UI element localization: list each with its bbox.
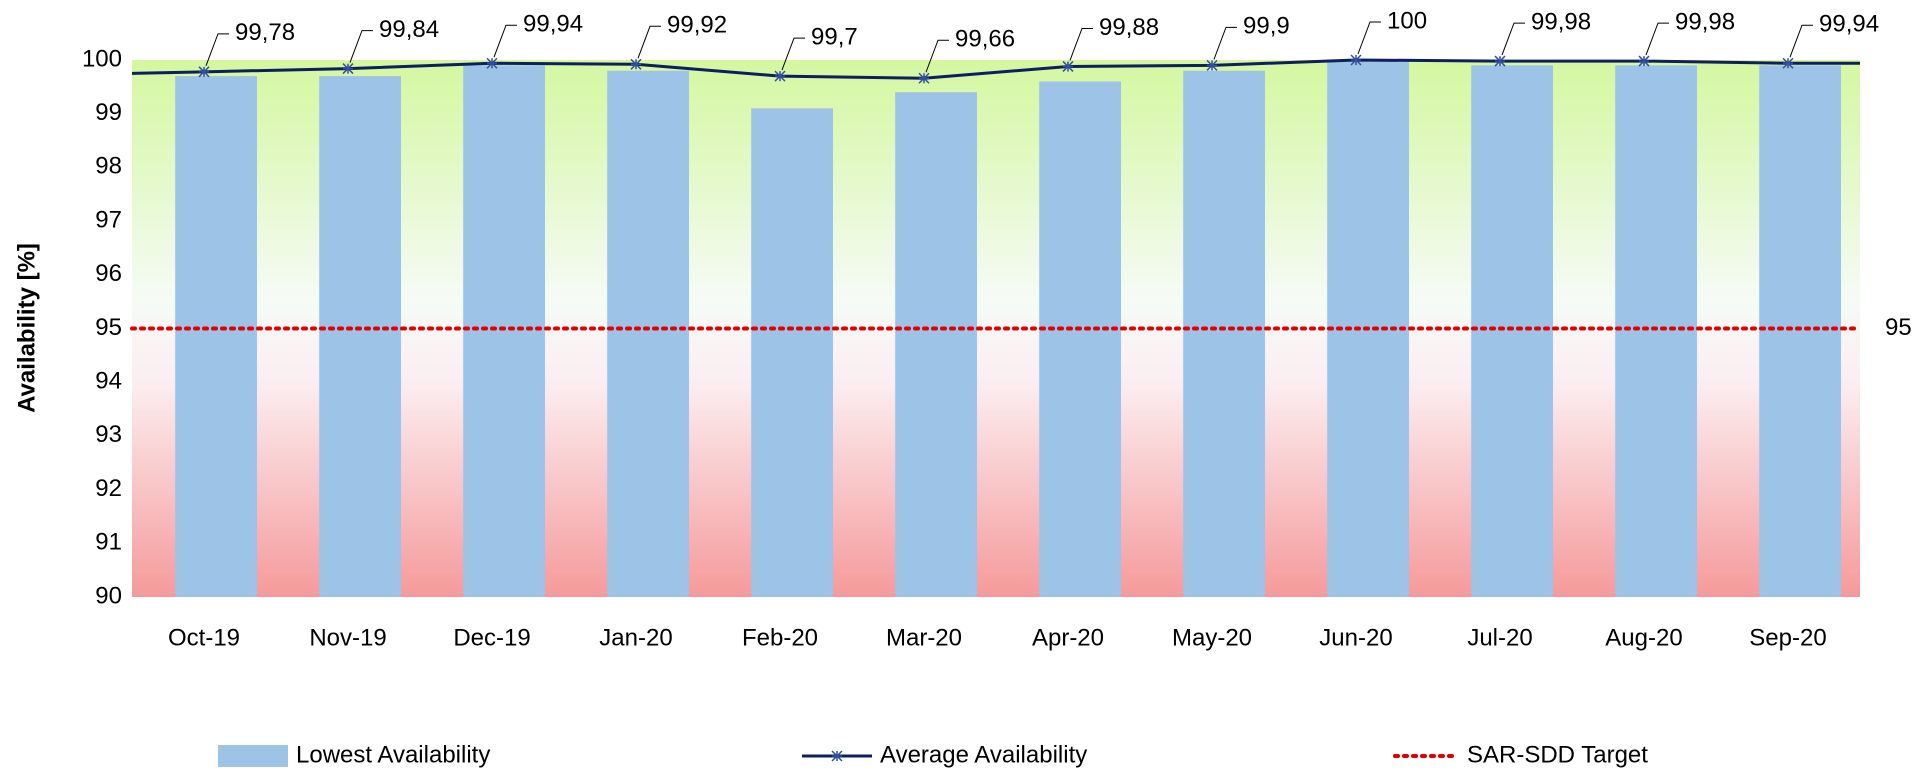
bar	[895, 92, 977, 597]
bar	[751, 108, 833, 597]
x-tick-label: Mar-20	[886, 624, 962, 651]
x-tick-label: Sep-20	[1749, 624, 1826, 651]
label-leader	[1069, 27, 1093, 61]
y-tick-label: 99	[95, 99, 122, 126]
label-leader	[349, 30, 373, 63]
y-tick-label: 93	[95, 421, 122, 448]
y-tick-label: 100	[82, 45, 122, 72]
y-tick-label: 97	[95, 206, 122, 233]
label-leader	[637, 25, 661, 59]
y-tick-label: 96	[95, 260, 122, 287]
bar	[463, 65, 545, 598]
y-tick-label: 90	[95, 582, 122, 609]
bar	[319, 76, 401, 598]
bar	[1039, 81, 1121, 598]
x-tick-label: Jul-20	[1467, 624, 1532, 651]
label-leader	[1645, 22, 1669, 56]
marker	[1638, 55, 1650, 67]
bar	[175, 76, 257, 598]
bar	[1759, 65, 1841, 598]
y-tick-label: 94	[95, 368, 122, 395]
data-label: 100	[1387, 7, 1427, 34]
x-tick-label: Oct-19	[168, 624, 240, 651]
label-leader	[1501, 22, 1525, 56]
data-label: 99,7	[811, 23, 858, 50]
data-label: 99,78	[235, 19, 295, 46]
marker	[630, 58, 642, 70]
data-label: 99,88	[1099, 14, 1159, 41]
label-leader	[205, 33, 229, 66]
x-tick-label: Jun-20	[1319, 624, 1392, 651]
data-label: 99,94	[1819, 11, 1879, 38]
data-label: 99,98	[1531, 8, 1591, 35]
x-tick-label: Jan-20	[599, 624, 672, 651]
x-tick-label: May-20	[1172, 624, 1252, 651]
label-leader	[1789, 24, 1813, 58]
data-label: 99,66	[955, 26, 1015, 53]
legend-label: Average Availability	[880, 741, 1087, 768]
data-label: 99,92	[667, 12, 727, 39]
marker	[342, 63, 354, 75]
y-tick-label: 98	[95, 153, 122, 180]
label-leader	[1357, 21, 1381, 55]
data-label: 99,9	[1243, 13, 1290, 40]
marker	[1782, 57, 1794, 69]
marker	[1350, 54, 1362, 66]
marker	[918, 72, 930, 84]
x-tick-label: Apr-20	[1032, 624, 1104, 651]
legend-label: SAR-SDD Target	[1467, 741, 1648, 768]
y-tick-label: 92	[95, 475, 122, 502]
line	[131, 58, 1860, 80]
label-leader	[781, 37, 805, 71]
data-label: 99,98	[1675, 8, 1735, 35]
data-label: 99,84	[379, 16, 439, 43]
marker	[1062, 60, 1074, 72]
legend-label: Lowest Availability	[296, 741, 490, 768]
label-leader	[493, 24, 517, 58]
bar	[1183, 70, 1265, 598]
marker	[1206, 59, 1218, 71]
legend-marker	[831, 750, 843, 762]
label-leader	[925, 39, 949, 73]
marker	[198, 66, 210, 78]
x-tick-label: Aug-20	[1605, 624, 1682, 651]
y-tick-label: 95	[95, 314, 122, 341]
marker	[486, 57, 498, 69]
y-tick-label: 91	[95, 529, 122, 556]
marker	[1494, 55, 1506, 67]
bar	[1615, 65, 1697, 598]
data-label: 99,94	[523, 11, 583, 38]
bar	[1471, 65, 1553, 598]
x-tick-label: Dec-19	[453, 624, 530, 651]
target-label: 95	[1885, 314, 1912, 341]
marker	[774, 70, 786, 82]
x-tick-label: Nov-19	[309, 624, 386, 651]
label-leader	[1213, 26, 1237, 60]
legend-swatch	[218, 745, 288, 767]
x-tick-label: Feb-20	[742, 624, 818, 651]
y-axis-title: Availability [%]	[13, 243, 40, 413]
bar	[607, 70, 689, 598]
